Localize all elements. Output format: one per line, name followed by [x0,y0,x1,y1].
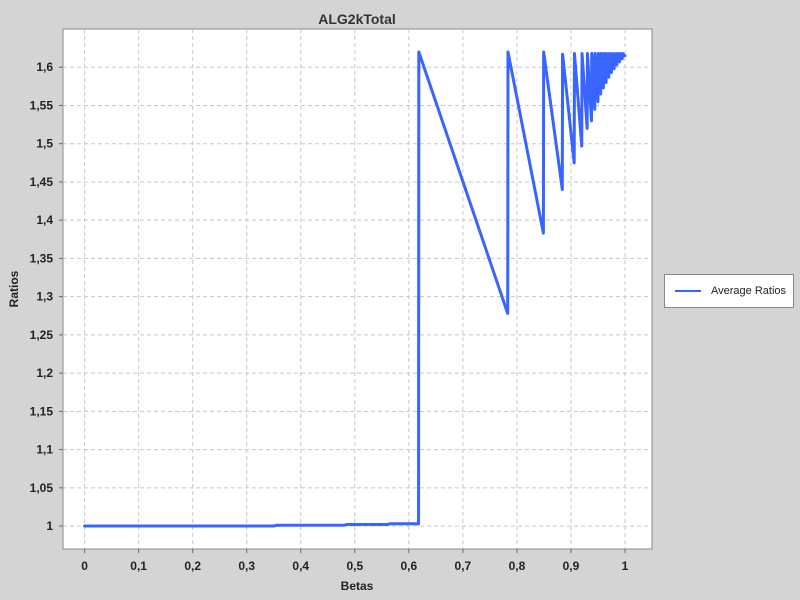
legend: Average Ratios [664,274,794,308]
x-tick-label: 0,2 [184,559,201,573]
y-ticks: 1 1,05 1,1 1,15 1,2 1,25 1,3 1,35 1,4 1,45 1,5 1,55… [30,60,63,533]
y-tick-label: 1,6 [36,60,53,74]
y-tick-label: 1,15 [30,404,54,418]
x-tick-label: 1 [622,559,629,573]
series-group [83,50,627,528]
x-axis-label: Betas [341,579,374,593]
series-line-average-ratios [83,50,627,528]
y-tick-label: 1,2 [36,366,53,380]
legend-label: Average Ratios [711,285,787,297]
x-tick-label: 0 [81,559,88,573]
y-tick-label: 1,5 [36,137,53,151]
y-tick-label: 1,3 [36,290,53,304]
y-axis-label: Ratios [7,270,21,307]
y-tick-label: 1 [46,519,53,533]
x-ticks: 0 0,1 0,2 0,3 0,4 0,5 0,6 0,7 0,8 0,9 1 [81,549,629,573]
x-tick-label: 0,1 [130,559,147,573]
legend-swatch [675,290,701,292]
x-tick-label: 0,9 [563,559,580,573]
x-tick-label: 0,8 [509,559,526,573]
x-tick-label: 0,7 [455,559,472,573]
plot-area [62,28,653,550]
x-tick-label: 0,4 [292,559,309,573]
y-tick-label: 1,1 [36,443,53,457]
chart-title: ALG2kTotal [318,11,396,27]
y-tick-label: 1,25 [30,328,54,342]
y-tick-label: 1,05 [30,481,54,495]
y-tick-label: 1,4 [36,213,53,227]
y-tick-label: 1,55 [30,98,54,112]
x-tick-label: 0,3 [238,559,255,573]
x-tick-label: 0,6 [400,559,417,573]
y-tick-label: 1,35 [30,251,54,265]
x-tick-label: 0,5 [346,559,363,573]
y-tick-label: 1,45 [30,175,54,189]
